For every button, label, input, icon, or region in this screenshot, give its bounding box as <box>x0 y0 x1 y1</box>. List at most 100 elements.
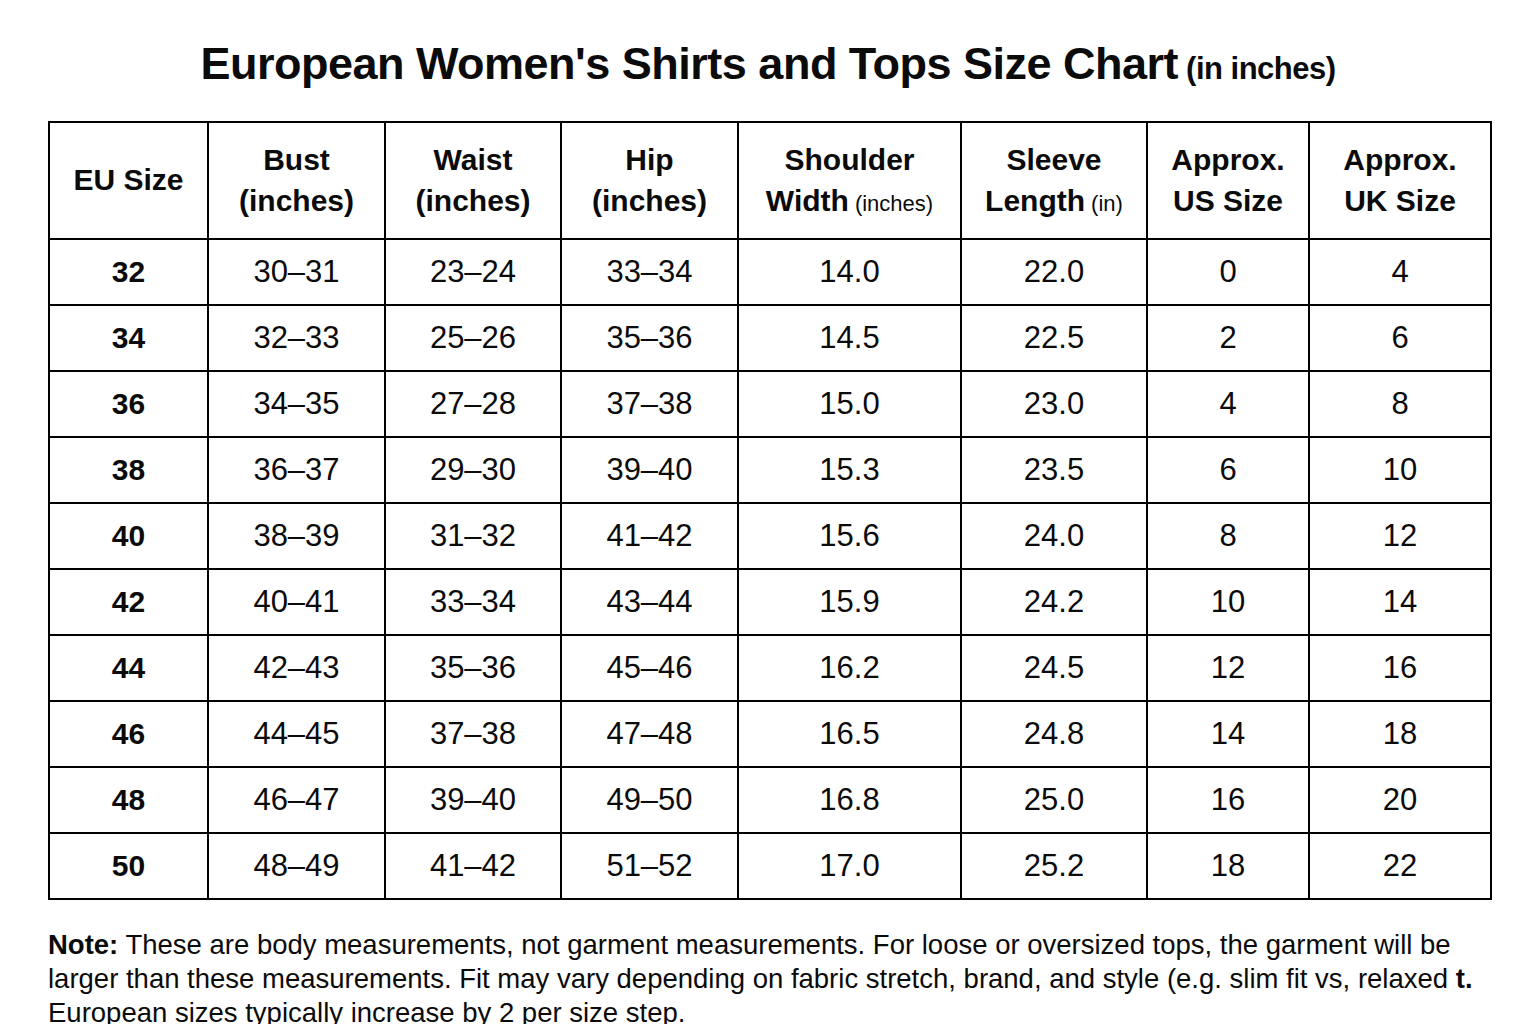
cell-bust: 46–47 <box>208 767 385 833</box>
table-row: 4038–3931–3241–4215.624.0812 <box>49 503 1491 569</box>
cell-hip: 47–48 <box>561 701 738 767</box>
cell-us-size: 18 <box>1147 833 1309 899</box>
col-header-label: Approx. <box>1310 140 1490 181</box>
col-header-waist: Waist (inches) <box>385 122 561 239</box>
col-header-unit-label: (in) <box>1091 191 1123 216</box>
cell-hip: 49–50 <box>561 767 738 833</box>
cell-sleeve-length: 24.5 <box>961 635 1147 701</box>
cell-eu-size: 38 <box>49 437 208 503</box>
cell-uk-size: 14 <box>1309 569 1491 635</box>
cell-waist: 29–30 <box>385 437 561 503</box>
cell-bust: 48–49 <box>208 833 385 899</box>
cell-shoulder-width: 15.6 <box>738 503 961 569</box>
cell-us-size: 2 <box>1147 305 1309 371</box>
col-header-eu-size: EU Size <box>49 122 208 239</box>
cell-hip: 37–38 <box>561 371 738 437</box>
cell-uk-size: 8 <box>1309 371 1491 437</box>
cell-waist: 27–28 <box>385 371 561 437</box>
cell-eu-size: 48 <box>49 767 208 833</box>
col-header-label: Width <box>766 184 849 217</box>
col-header-label: EU Size <box>50 160 207 201</box>
table-row: 3432–3325–2635–3614.522.526 <box>49 305 1491 371</box>
table-row: 4846–4739–4049–5016.825.01620 <box>49 767 1491 833</box>
table-row: 4644–4537–3847–4816.524.81418 <box>49 701 1491 767</box>
cell-uk-size: 22 <box>1309 833 1491 899</box>
col-header-label: Sleeve <box>962 140 1146 181</box>
cell-waist: 39–40 <box>385 767 561 833</box>
cell-hip: 41–42 <box>561 503 738 569</box>
table-row: 4442–4335–3645–4616.224.51216 <box>49 635 1491 701</box>
col-header-shoulder-width: Shoulder Width(inches) <box>738 122 961 239</box>
cell-us-size: 6 <box>1147 437 1309 503</box>
col-header-unit-label: (inches) <box>855 191 933 216</box>
col-header-unit-label: (inches) <box>386 181 560 222</box>
cell-bust: 38–39 <box>208 503 385 569</box>
cell-shoulder-width: 15.0 <box>738 371 961 437</box>
cell-bust: 30–31 <box>208 239 385 305</box>
cell-eu-size: 42 <box>49 569 208 635</box>
table-row: 3634–3527–2837–3815.023.048 <box>49 371 1491 437</box>
cell-bust: 40–41 <box>208 569 385 635</box>
cell-us-size: 4 <box>1147 371 1309 437</box>
cell-shoulder-width: 15.3 <box>738 437 961 503</box>
col-header-us-size: Approx. US Size <box>1147 122 1309 239</box>
col-header-unit-label: (inches) <box>562 181 737 222</box>
cell-hip: 35–36 <box>561 305 738 371</box>
cell-uk-size: 20 <box>1309 767 1491 833</box>
cell-us-size: 16 <box>1147 767 1309 833</box>
cell-shoulder-width: 17.0 <box>738 833 961 899</box>
cell-sleeve-length: 24.2 <box>961 569 1147 635</box>
footnote-bold-text: t. <box>1456 963 1473 994</box>
col-header-label: US Size <box>1148 181 1308 222</box>
cell-uk-size: 6 <box>1309 305 1491 371</box>
cell-uk-size: 18 <box>1309 701 1491 767</box>
cell-waist: 35–36 <box>385 635 561 701</box>
size-chart-table: EU Size Bust (inches) Waist (inches) Hip… <box>48 121 1492 900</box>
cell-sleeve-length: 23.5 <box>961 437 1147 503</box>
cell-eu-size: 36 <box>49 371 208 437</box>
page-title: European Women's Shirts and Tops Size Ch… <box>0 38 1536 90</box>
page-title-unit: (in inches) <box>1186 51 1336 86</box>
cell-hip: 45–46 <box>561 635 738 701</box>
col-header-uk-size: Approx. UK Size <box>1309 122 1491 239</box>
cell-sleeve-length: 23.0 <box>961 371 1147 437</box>
col-header-label: UK Size <box>1310 181 1490 222</box>
col-header-label: Approx. <box>1148 140 1308 181</box>
header-row: EU Size Bust (inches) Waist (inches) Hip… <box>49 122 1491 239</box>
table-row: 5048–4941–4251–5217.025.21822 <box>49 833 1491 899</box>
size-chart-page: European Women's Shirts and Tops Size Ch… <box>0 0 1536 1024</box>
cell-waist: 37–38 <box>385 701 561 767</box>
cell-hip: 43–44 <box>561 569 738 635</box>
cell-waist: 25–26 <box>385 305 561 371</box>
col-header-sleeve-length: Sleeve Length(in) <box>961 122 1147 239</box>
footnote: Note: These are body measurements, not g… <box>48 928 1500 1024</box>
cell-eu-size: 34 <box>49 305 208 371</box>
cell-us-size: 14 <box>1147 701 1309 767</box>
cell-sleeve-length: 24.0 <box>961 503 1147 569</box>
cell-waist: 33–34 <box>385 569 561 635</box>
footnote-text: These are body measurements, not garment… <box>48 929 1456 994</box>
col-header-bust: Bust (inches) <box>208 122 385 239</box>
col-header-label: Bust <box>209 140 384 181</box>
cell-shoulder-width: 15.9 <box>738 569 961 635</box>
cell-sleeve-length: 25.2 <box>961 833 1147 899</box>
col-header-label: Length <box>985 184 1085 217</box>
cell-us-size: 10 <box>1147 569 1309 635</box>
footnote-text: European sizes typically increase by 2 p… <box>48 997 685 1024</box>
cell-uk-size: 12 <box>1309 503 1491 569</box>
cell-waist: 23–24 <box>385 239 561 305</box>
cell-waist: 41–42 <box>385 833 561 899</box>
cell-shoulder-width: 14.5 <box>738 305 961 371</box>
cell-eu-size: 32 <box>49 239 208 305</box>
col-header-label: Hip <box>562 140 737 181</box>
table-row: 4240–4133–3443–4415.924.21014 <box>49 569 1491 635</box>
cell-shoulder-width: 16.2 <box>738 635 961 701</box>
cell-eu-size: 46 <box>49 701 208 767</box>
cell-bust: 36–37 <box>208 437 385 503</box>
cell-hip: 39–40 <box>561 437 738 503</box>
table-row: 3230–3123–2433–3414.022.004 <box>49 239 1491 305</box>
cell-sleeve-length: 22.5 <box>961 305 1147 371</box>
cell-us-size: 12 <box>1147 635 1309 701</box>
cell-waist: 31–32 <box>385 503 561 569</box>
cell-eu-size: 44 <box>49 635 208 701</box>
